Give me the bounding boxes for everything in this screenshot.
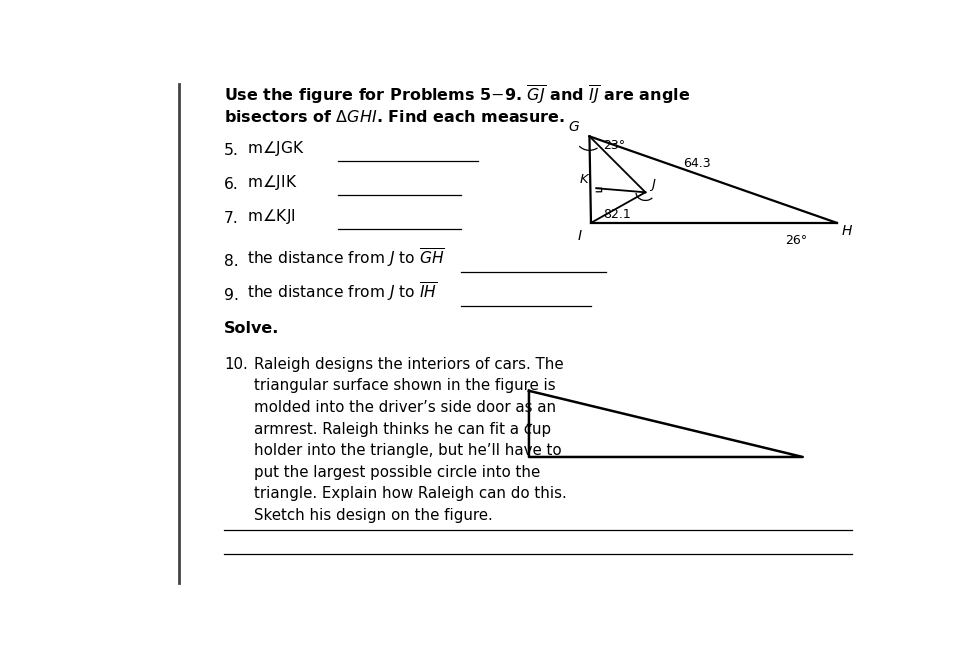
Text: K: K <box>580 173 589 186</box>
Text: Solve.: Solve. <box>224 321 279 336</box>
Text: 7.: 7. <box>224 212 239 227</box>
Text: m$\angle$JIK: m$\angle$JIK <box>247 173 298 192</box>
Text: 5.: 5. <box>224 143 239 158</box>
Text: 82.1: 82.1 <box>603 208 630 221</box>
Text: 23°: 23° <box>603 139 626 152</box>
Text: 9.: 9. <box>224 288 239 303</box>
Text: Raleigh designs the interiors of cars. The
triangular surface shown in the figur: Raleigh designs the interiors of cars. T… <box>255 357 567 523</box>
Text: the distance from $J$ to $\overline{GH}$: the distance from $J$ to $\overline{GH}$ <box>247 246 445 268</box>
Text: 64.3: 64.3 <box>683 157 711 171</box>
Text: I: I <box>578 229 582 243</box>
Text: Use the figure for Problems 5$-$9. $\overline{GJ}$ and $\overline{IJ}$ are angle: Use the figure for Problems 5$-$9. $\ove… <box>224 84 690 107</box>
Text: bisectors of $\Delta$$GHI$. Find each measure.: bisectors of $\Delta$$GHI$. Find each me… <box>224 109 565 125</box>
Text: J: J <box>651 178 655 191</box>
Text: G: G <box>569 120 580 134</box>
Text: H: H <box>842 224 852 238</box>
Text: 6.: 6. <box>224 177 239 192</box>
Text: 10.: 10. <box>224 357 248 371</box>
Text: m$\angle$KJI: m$\angle$KJI <box>247 208 296 227</box>
Text: m$\angle$JGK: m$\angle$JGK <box>247 139 305 158</box>
Text: the distance from $J$ to $\overline{IH}$: the distance from $J$ to $\overline{IH}$ <box>247 280 437 303</box>
Text: 8.: 8. <box>224 254 239 268</box>
Text: 26°: 26° <box>786 234 807 247</box>
